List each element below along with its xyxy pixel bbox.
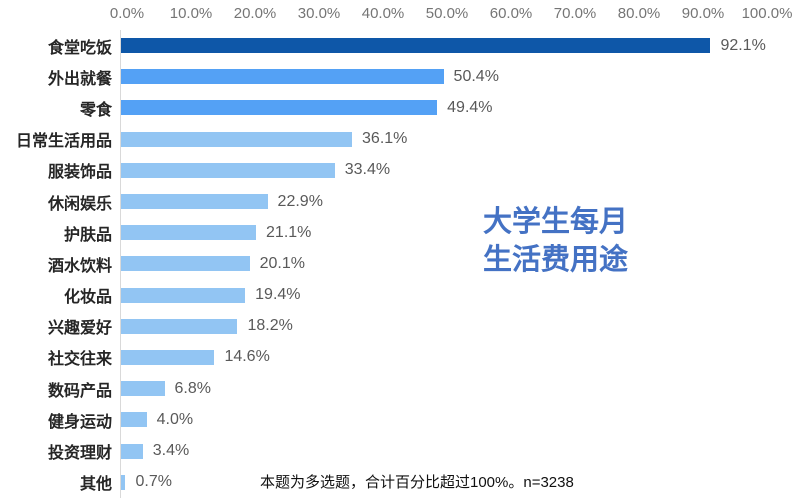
value-label: 92.1% — [720, 36, 766, 54]
footnote: 本题为多选题，合计百分比超过100%。n=3238 — [260, 474, 574, 491]
bar — [121, 381, 165, 397]
x-axis-tick: 30.0% — [297, 5, 341, 22]
x-axis-tick: 10.0% — [169, 5, 213, 22]
bar-row: 零食 49.4% — [0, 92, 800, 124]
bar — [121, 349, 215, 365]
value-label: 19.4% — [255, 286, 301, 304]
bar — [121, 225, 257, 241]
x-axis-tick: 40.0% — [361, 5, 405, 22]
bar — [121, 100, 438, 116]
value-label: 49.4% — [447, 98, 493, 116]
x-axis-tick: 60.0% — [489, 5, 533, 22]
value-label: 33.4% — [344, 161, 391, 179]
bar-row: 日常生活用品 36.1% — [0, 123, 800, 155]
x-axis-tick: 90.0% — [681, 5, 725, 22]
bar-row: 化妆品 19.4% — [0, 279, 800, 311]
x-axis-tick: 100.0% — [741, 5, 793, 22]
bar-track: 19.4% — [120, 279, 800, 311]
value-label: 22.9% — [277, 192, 323, 210]
bar — [121, 318, 238, 334]
category-label: 健身运动 — [47, 413, 112, 431]
bar-row: 服装饰品 33.4% — [0, 154, 800, 186]
category-label: 护肤品 — [63, 226, 112, 244]
category-label: 酒水饮料 — [47, 257, 112, 275]
category-label: 外出就餐 — [47, 70, 112, 88]
bar — [121, 162, 335, 178]
bar-row: 酒水饮料 20.1% — [0, 248, 800, 280]
bar-track: 6.8% — [120, 373, 800, 405]
chart-title-line-2: 生活费用途 — [483, 244, 629, 276]
bar-row: 外出就餐 50.4% — [0, 61, 800, 93]
bar-track: 36.1% — [120, 123, 800, 155]
bar — [121, 443, 143, 459]
bar — [121, 256, 250, 272]
bar — [121, 412, 147, 428]
bar — [121, 287, 246, 303]
x-axis-tick: 80.0% — [617, 5, 661, 22]
bar-track: 18.2% — [120, 310, 800, 342]
category-label: 零食 — [79, 101, 112, 119]
x-axis-tick: 20.0% — [233, 5, 277, 22]
bar — [121, 69, 444, 85]
bar — [121, 131, 353, 147]
x-axis-tick: 0.0% — [109, 5, 145, 22]
category-label: 日常生活用品 — [15, 133, 112, 151]
category-label: 其他 — [79, 476, 112, 494]
bar — [121, 474, 126, 490]
bar-track: 50.4% — [120, 61, 800, 93]
bar-track: 49.4% — [120, 92, 800, 124]
value-label: 3.4% — [152, 442, 190, 460]
value-label: 4.0% — [156, 410, 194, 428]
value-label: 36.1% — [362, 130, 408, 148]
bar-row: 社交往来 14.6% — [0, 341, 800, 374]
bar-row: 兴趣爱好 18.2% — [0, 310, 800, 342]
bar-row: 休闲娱乐 22.9% — [0, 185, 800, 218]
bar-track: 14.6% — [120, 341, 800, 374]
bar-row: 护肤品 21.1% — [0, 217, 800, 249]
bar-track: 3.4% — [120, 435, 800, 467]
bar-track: 92.1% — [120, 30, 800, 62]
bar-track: 22.9% — [120, 185, 800, 218]
chart-title-line-1: 大学生每月 — [483, 206, 629, 238]
category-label: 化妆品 — [63, 289, 112, 307]
bar-row: 其他 0.7% — [0, 466, 800, 498]
chart-title: 大学生每月 生活费用途 — [483, 203, 628, 279]
bar-row: 食堂吃饭 92.1% — [0, 30, 800, 62]
value-label: 20.1% — [259, 254, 305, 272]
bar-track: 33.4% — [120, 154, 800, 186]
bar-row: 数码产品 6.8% — [0, 373, 800, 405]
bar-track: 21.1% — [120, 217, 800, 249]
category-label: 兴趣爱好 — [47, 320, 112, 338]
bar-row: 投资理财 3.4% — [0, 435, 800, 467]
plot-area: 食堂吃饭 92.1% 外出就餐 50.4% 零食 49.4% 日常生活用品 36.1% 服装饰品… — [0, 30, 800, 498]
value-label: 18.2% — [247, 317, 293, 335]
value-label: 6.8% — [174, 379, 211, 397]
x-axis: 0.0% 10.0% 20.0% 30.0% 40.0% 50.0% 60.0% 70.0% 8… — [0, 0, 800, 30]
bar-row: 健身运动 4.0% — [0, 404, 800, 436]
category-label: 服装饰品 — [47, 164, 112, 182]
category-label: 食堂吃饭 — [47, 39, 112, 57]
bar-track: 0.7% — [120, 466, 800, 498]
bar-track: 4.0% — [120, 404, 800, 436]
value-label: 14.6% — [224, 348, 270, 366]
x-axis-tick: 70.0% — [553, 5, 597, 22]
x-axis-tick: 50.0% — [425, 5, 469, 22]
category-label: 数码产品 — [47, 382, 112, 400]
bar — [121, 194, 268, 210]
value-label: 21.1% — [266, 223, 312, 241]
value-label: 50.4% — [453, 67, 499, 85]
value-label: 0.7% — [135, 473, 172, 491]
category-label: 投资理财 — [47, 445, 112, 463]
bar — [121, 38, 711, 54]
bar-track: 20.1% — [120, 248, 800, 280]
category-label: 休闲娱乐 — [47, 195, 112, 213]
category-label: 社交往来 — [47, 351, 112, 369]
